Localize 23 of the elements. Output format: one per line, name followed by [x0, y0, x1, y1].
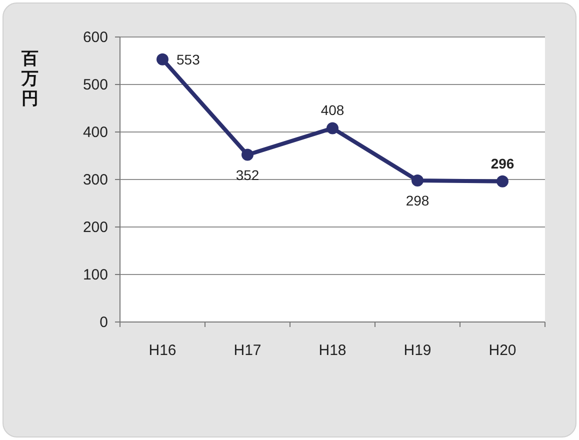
y-tick-label: 300	[82, 172, 108, 188]
point	[326, 122, 338, 134]
data-label: 408	[320, 102, 344, 118]
y-tick-label: 500	[82, 76, 108, 94]
point	[242, 148, 254, 161]
point	[156, 53, 168, 66]
point	[496, 175, 508, 188]
point	[412, 174, 424, 186]
x-tick-label: H18	[318, 342, 346, 359]
y-tick-label: 0	[100, 314, 108, 331]
y-tick-label: 600	[82, 29, 108, 46]
y-tick-label: 200	[82, 219, 108, 236]
y-tick-label: 100	[82, 266, 108, 284]
x-tick-label: H20	[488, 342, 516, 359]
data-label: 298	[406, 192, 430, 208]
x-tick-label: H17	[234, 342, 262, 359]
x-tick-label: H16	[148, 342, 176, 359]
y-axis-title: 百万円	[20, 49, 38, 108]
data-label: 296	[490, 155, 514, 172]
data-label: 352	[236, 166, 260, 183]
x-tick-label: H19	[404, 342, 432, 359]
data-label: 553	[176, 51, 200, 68]
y-tick-label: 400	[82, 124, 108, 141]
